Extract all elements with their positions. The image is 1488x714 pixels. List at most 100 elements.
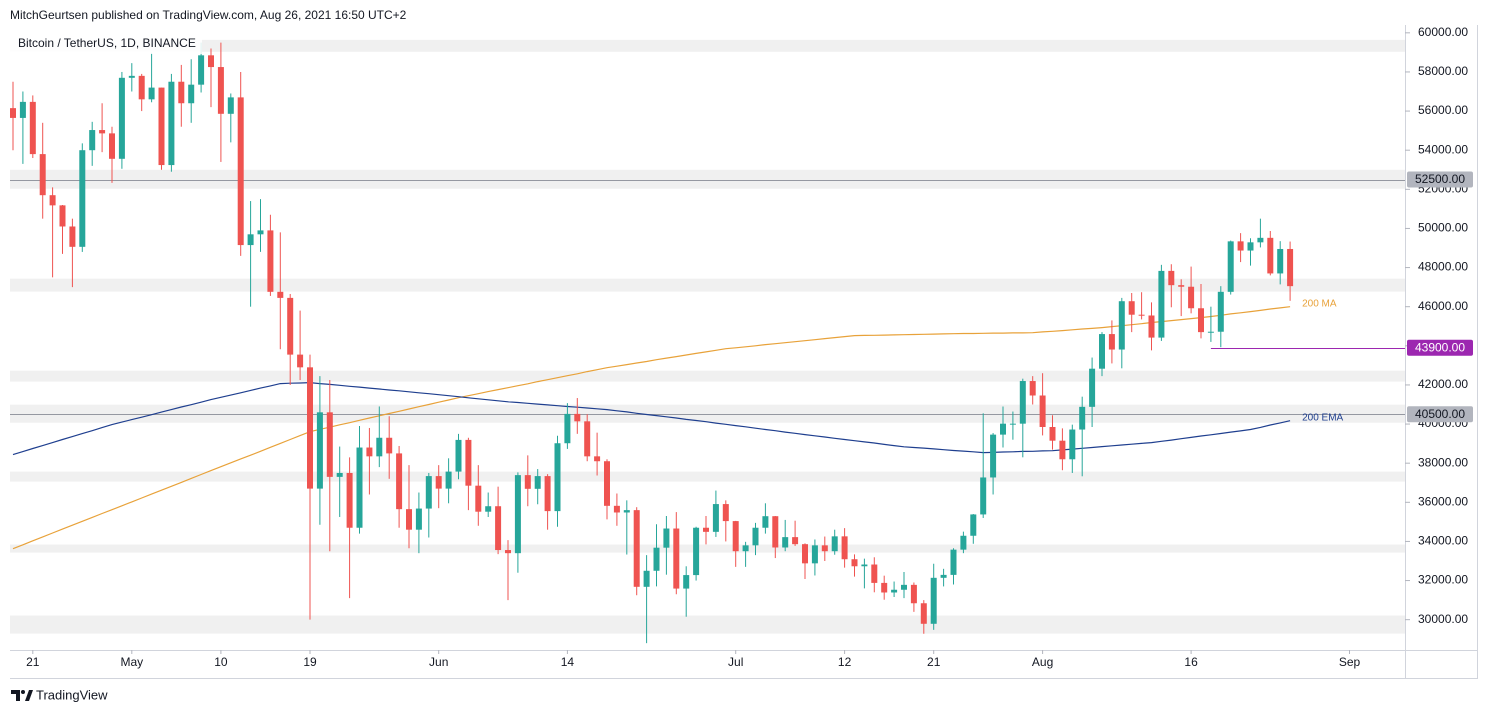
x-tick-label: May — [120, 655, 143, 669]
candle-body — [287, 297, 294, 355]
y-tick-label: 54000.00 — [1418, 142, 1468, 156]
candle-body — [821, 545, 828, 552]
candle-body — [1277, 248, 1284, 274]
candle-body — [39, 154, 46, 196]
candle-body — [425, 476, 432, 509]
candle-body — [386, 437, 393, 454]
candle-body — [1079, 406, 1086, 430]
candle-body — [1287, 248, 1294, 287]
candle-body — [168, 81, 175, 166]
candle-body — [336, 472, 343, 477]
candle-body — [653, 547, 660, 571]
price-badge — [1407, 171, 1473, 188]
candle-body — [1059, 440, 1066, 460]
candle-body — [663, 528, 670, 548]
x-tick-label: 14 — [561, 655, 575, 669]
candle-body — [594, 456, 601, 462]
support-zone — [10, 404, 1405, 423]
candle-body — [29, 101, 36, 155]
candle-body — [1257, 237, 1264, 243]
candle-body — [495, 506, 502, 551]
candle-body — [1138, 314, 1145, 316]
support-zone — [10, 169, 1405, 189]
candle-body — [643, 570, 650, 587]
logo-mark — [11, 690, 20, 701]
support-zone — [10, 471, 1405, 482]
candle-body — [990, 434, 997, 478]
candle-body — [415, 508, 422, 530]
candle-body — [574, 413, 581, 422]
candle-body — [148, 87, 155, 100]
candle-body — [69, 226, 76, 247]
y-tick-label: 46000.00 — [1418, 299, 1468, 313]
x-tick-label: Aug — [1032, 655, 1053, 669]
x-tick-label: 19 — [303, 655, 317, 669]
candle-body — [257, 230, 264, 235]
candle-body — [505, 550, 511, 554]
candle-body — [970, 514, 977, 536]
candle-body — [742, 545, 749, 552]
x-tick-label: Jun — [429, 655, 448, 669]
candle-body — [1267, 237, 1274, 274]
candle-body — [445, 471, 452, 489]
candle-body — [10, 108, 16, 118]
candle-body — [604, 461, 610, 506]
title-bg — [10, 34, 202, 54]
candle-body — [1099, 334, 1105, 369]
candle-body — [534, 476, 541, 489]
candle-body — [613, 505, 620, 513]
candle-body — [584, 421, 591, 457]
price-badge-label: 52500.00 — [1415, 172, 1465, 186]
candle-body — [782, 537, 789, 548]
candle-body — [1019, 381, 1026, 424]
tv-logo — [11, 690, 33, 701]
candle-body — [19, 101, 26, 118]
candle-body — [475, 485, 482, 512]
candle-body — [811, 545, 818, 564]
candle-body — [851, 559, 858, 567]
candle-body — [455, 439, 462, 472]
candle-body — [138, 75, 145, 100]
candle-body — [247, 234, 254, 246]
candle-body — [762, 516, 769, 528]
candle-body — [841, 536, 848, 560]
candle-body — [227, 97, 234, 114]
candle-body — [1188, 286, 1195, 309]
candle-body — [722, 504, 729, 522]
candle-body — [802, 544, 808, 564]
candle-body — [920, 603, 927, 624]
candle-body — [465, 439, 472, 486]
candle-body — [1029, 381, 1036, 396]
candle-body — [109, 133, 115, 159]
plot-area: 200 MA 200 EMA — [10, 42, 1405, 644]
support-zone — [10, 278, 1405, 292]
candle-body — [267, 230, 274, 292]
candle-body — [435, 476, 442, 489]
candle-body — [703, 527, 709, 532]
candle-body — [1178, 285, 1185, 287]
y-tick-label: 60000.00 — [1418, 25, 1468, 39]
price-badge — [1407, 339, 1473, 356]
candle-body — [772, 516, 779, 548]
candle-body — [1039, 395, 1046, 427]
support-zone — [10, 370, 1405, 382]
candle-body — [1217, 291, 1224, 332]
price-badge-label: 40500.00 — [1415, 407, 1465, 421]
candle-body — [316, 412, 323, 489]
candle-body — [871, 564, 878, 583]
candle-body — [297, 354, 304, 368]
candle-body — [128, 75, 135, 78]
candle-body — [1089, 368, 1096, 407]
moving-average-line — [12, 381, 1291, 456]
candle-body — [564, 413, 571, 444]
candle-body — [99, 130, 106, 134]
candle-body — [1247, 242, 1254, 251]
candle-body — [950, 549, 957, 575]
candle-body — [792, 537, 799, 545]
axes: 30000.00 32000.00 34000.00 36000.00 38000.00… — [26, 25, 1473, 669]
candle-body — [752, 527, 759, 546]
candle-body — [673, 528, 680, 589]
candle-body — [1128, 301, 1135, 315]
header: MitchGeurtsen published on TradingView.c… — [10, 8, 407, 22]
